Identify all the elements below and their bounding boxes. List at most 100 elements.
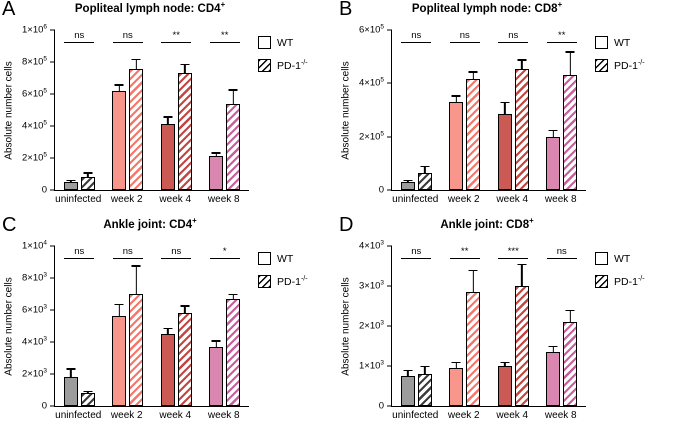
y-tick-mark [387,189,392,191]
significance: ns [449,30,480,44]
error-bar [163,327,173,337]
significance-line [546,42,577,44]
y-axis-label: Absolute number cells [339,30,353,190]
significance-line [498,258,529,260]
error-bar [211,152,221,159]
bars-layer [392,246,586,406]
y-tick-label: 4×105 [359,76,384,89]
superscript: 3 [380,239,384,247]
y-axis-label-text: Absolute number cells [3,60,15,160]
y-tick-mark [50,29,55,31]
bar-wt-wrap [63,246,78,406]
error-bar [228,294,238,302]
bar-wt [63,377,78,406]
panel-letter: D [339,214,354,236]
significance-label: ns [74,246,85,257]
error-bar-line [232,294,234,302]
bar-pd1ko [466,292,481,406]
bar-group [497,30,529,190]
y-tick-label: 0 [41,184,47,196]
superscript: 3 [380,359,384,367]
significance-layer: ns ns ns * [55,246,249,264]
y-axis-label: Absolute number cells [339,246,353,406]
x-tick-label: uninfected [392,410,439,421]
legend-label: WT [614,252,631,265]
bar-wt [546,136,561,190]
bar-pd1ko-wrap [514,30,529,190]
y-tick-label: 2×105 [359,130,384,143]
bar-wt-wrap [497,246,512,406]
bar-wt [400,182,415,190]
y-tick-mark [387,136,392,138]
bar-wt-wrap [400,30,415,190]
bar-pd1ko-wrap [514,246,529,406]
superscript: + [557,0,563,10]
bar-pd1ko [80,177,95,190]
significance-line [209,258,240,260]
significance-label: ns [122,246,133,257]
significance-label: ns [508,30,519,41]
bar-group [449,30,481,190]
significance-label: *** [507,246,519,257]
error-bar [114,84,124,94]
x-tick-label: week 8 [544,410,577,421]
significance-label: ns [74,30,85,41]
error-bar-line [118,84,120,94]
significance: *** [498,246,529,260]
significance-line [449,42,480,44]
superscript: -/- [637,274,645,282]
bar-pd1ko [226,103,241,190]
plot-area: 0 1×103 2×103 3×103 4×103 ns ** *** ns [359,240,586,412]
legend-swatch-open [258,36,271,49]
error-bar [420,166,430,176]
superscript: -/- [300,274,308,282]
y-axis-label-text: Absolute number cells [340,60,352,160]
y-tick-mark [50,189,55,191]
y-tick-mark [50,373,55,375]
y-tick-mark [50,245,55,247]
bar-wt-wrap [546,246,561,406]
superscript: 5 [380,76,384,84]
y-tick: 6×105 [22,88,55,100]
x-tick-label: week 2 [447,194,480,205]
y-tick: 3×103 [359,279,392,292]
error-bar [565,51,575,79]
y-tick-label: 0 [41,400,47,412]
superscript: 5 [380,130,384,138]
superscript: 3 [380,279,384,287]
superscript: + [192,216,197,226]
bar-wt [160,124,175,190]
x-tick-label: uninfected [55,194,102,205]
significance: ns [498,30,529,44]
x-tick-label: week 2 [447,410,480,421]
legend-swatch-hatched [258,59,271,72]
plot-area: 0 2×105 4×105 6×105 8×105 1×106 ns ns ** ** [22,24,249,196]
y-tick-label: 3×103 [359,279,384,292]
chart-title: Ankle joint: CD4+ [103,216,197,231]
x-tick-label: week 8 [207,194,240,205]
superscript: 6 [43,23,47,31]
x-tick-label: uninfected [55,410,102,421]
y-tick: 1×103 [359,359,392,372]
significance-label: ** [172,30,180,41]
y-tick-mark [50,93,55,95]
panel-a: A Popliteal lymph node: CD4+ Absolute numb… [0,0,337,216]
error-bar-line [569,310,571,325]
x-tick-label: week 4 [496,410,529,421]
x-tick-label: week 4 [159,410,192,421]
y-tick: 8×105 [22,56,55,68]
y-tick: 2×105 [359,130,392,143]
y-tick: 0 [42,401,55,412]
bar-pd1ko [563,322,578,406]
panel-letter: B [339,0,353,20]
significance: ns [112,246,143,260]
legend: WT PD-1-/- [595,36,645,72]
superscript: 4 [43,239,47,247]
y-tick-label: 0 [378,184,384,196]
error-bar [500,102,510,117]
legend-item: WT [595,252,645,265]
legend-label: PD-1-/- [614,58,645,72]
superscript: 3 [43,335,47,343]
legend-swatch-hatched [258,275,271,288]
error-bar-line [569,51,571,79]
